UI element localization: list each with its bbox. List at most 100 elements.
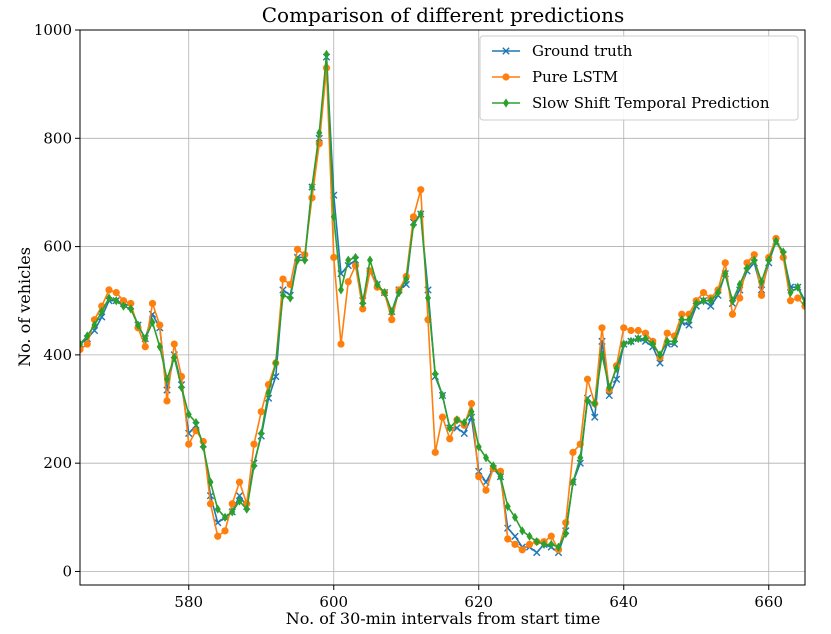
plot-frame xyxy=(79,29,806,586)
data-point xyxy=(236,496,243,506)
data-point xyxy=(351,261,360,270)
chart-title: Comparison of different predictions xyxy=(262,3,624,27)
data-point xyxy=(591,413,599,421)
data-point xyxy=(221,527,229,535)
data-point xyxy=(511,532,519,540)
data-point xyxy=(765,255,772,265)
data-point xyxy=(570,477,576,487)
data-point xyxy=(736,279,743,290)
data-point xyxy=(207,477,214,487)
data-point xyxy=(119,297,128,305)
data-point xyxy=(700,296,707,306)
data-point xyxy=(91,320,98,330)
data-point xyxy=(338,285,344,295)
data-point xyxy=(294,255,301,265)
x-tick-label: 660 xyxy=(754,593,783,611)
data-point xyxy=(475,442,482,452)
data-point xyxy=(106,293,112,303)
data-point xyxy=(606,382,613,392)
data-point xyxy=(214,532,222,540)
data-point xyxy=(728,310,737,318)
data-point xyxy=(591,399,598,409)
data-point xyxy=(265,388,272,398)
data-point xyxy=(308,194,316,202)
data-point xyxy=(707,296,714,306)
data-point xyxy=(280,290,286,300)
x-tick-label: 640 xyxy=(609,593,638,611)
legend-label: Pure LSTM xyxy=(532,68,618,86)
legend-label: Ground truth xyxy=(532,42,633,60)
data-point xyxy=(396,288,402,298)
data-point xyxy=(468,407,475,417)
data-point xyxy=(344,278,352,286)
data-point xyxy=(388,306,395,317)
data-point xyxy=(127,299,135,308)
data-point xyxy=(293,245,302,253)
data-point xyxy=(250,440,258,448)
data-point xyxy=(736,294,744,302)
data-point xyxy=(214,504,221,514)
data-point xyxy=(599,350,605,360)
y-tick-label: 200 xyxy=(43,454,72,472)
data-point xyxy=(403,274,410,284)
legend-item: Ground truth xyxy=(492,42,633,60)
data-point xyxy=(235,491,244,500)
data-point xyxy=(80,339,83,349)
data-point xyxy=(156,342,163,352)
series-layer xyxy=(80,49,805,557)
data-point xyxy=(743,259,751,267)
data-point xyxy=(685,321,693,329)
data-point xyxy=(715,288,721,298)
data-point xyxy=(620,324,628,332)
data-point xyxy=(272,358,279,368)
data-point xyxy=(446,423,453,433)
data-point xyxy=(135,320,141,330)
data-point xyxy=(417,209,424,219)
data-point xyxy=(671,336,678,346)
data-point xyxy=(634,326,642,335)
data-point xyxy=(206,491,215,500)
data-point xyxy=(794,282,801,292)
data-point xyxy=(773,236,779,246)
data-point xyxy=(120,301,127,311)
data-point xyxy=(664,336,671,346)
x-tick-label: 580 xyxy=(174,593,203,611)
data-point xyxy=(787,288,794,298)
data-point xyxy=(439,390,446,401)
data-point xyxy=(359,305,367,313)
series-2 xyxy=(80,49,805,552)
data-point xyxy=(707,302,715,310)
data-point xyxy=(142,334,149,344)
data-point xyxy=(98,306,105,317)
data-point xyxy=(482,486,490,494)
data-point xyxy=(367,255,373,265)
data-point xyxy=(323,49,330,59)
data-point xyxy=(141,343,149,351)
legend-marker xyxy=(502,47,510,55)
data-point xyxy=(577,453,584,463)
data-point xyxy=(279,286,287,294)
data-point xyxy=(780,247,787,257)
data-point xyxy=(612,375,621,383)
data-point xyxy=(555,542,562,552)
data-point xyxy=(598,324,606,332)
data-point xyxy=(511,540,519,548)
series-0 xyxy=(80,53,805,557)
data-point xyxy=(533,537,540,547)
data-point xyxy=(583,375,592,383)
data-point xyxy=(518,546,526,554)
data-point xyxy=(657,350,663,360)
data-point xyxy=(185,440,193,448)
data-point xyxy=(228,500,236,508)
data-point xyxy=(222,512,228,522)
data-point xyxy=(432,369,439,379)
data-point xyxy=(200,442,207,452)
data-point xyxy=(802,298,805,309)
data-point xyxy=(786,297,795,305)
data-point xyxy=(345,255,352,265)
data-point xyxy=(251,461,257,471)
legend-box xyxy=(479,35,799,121)
data-point xyxy=(751,255,758,265)
data-point xyxy=(620,339,627,349)
data-point xyxy=(438,413,447,421)
